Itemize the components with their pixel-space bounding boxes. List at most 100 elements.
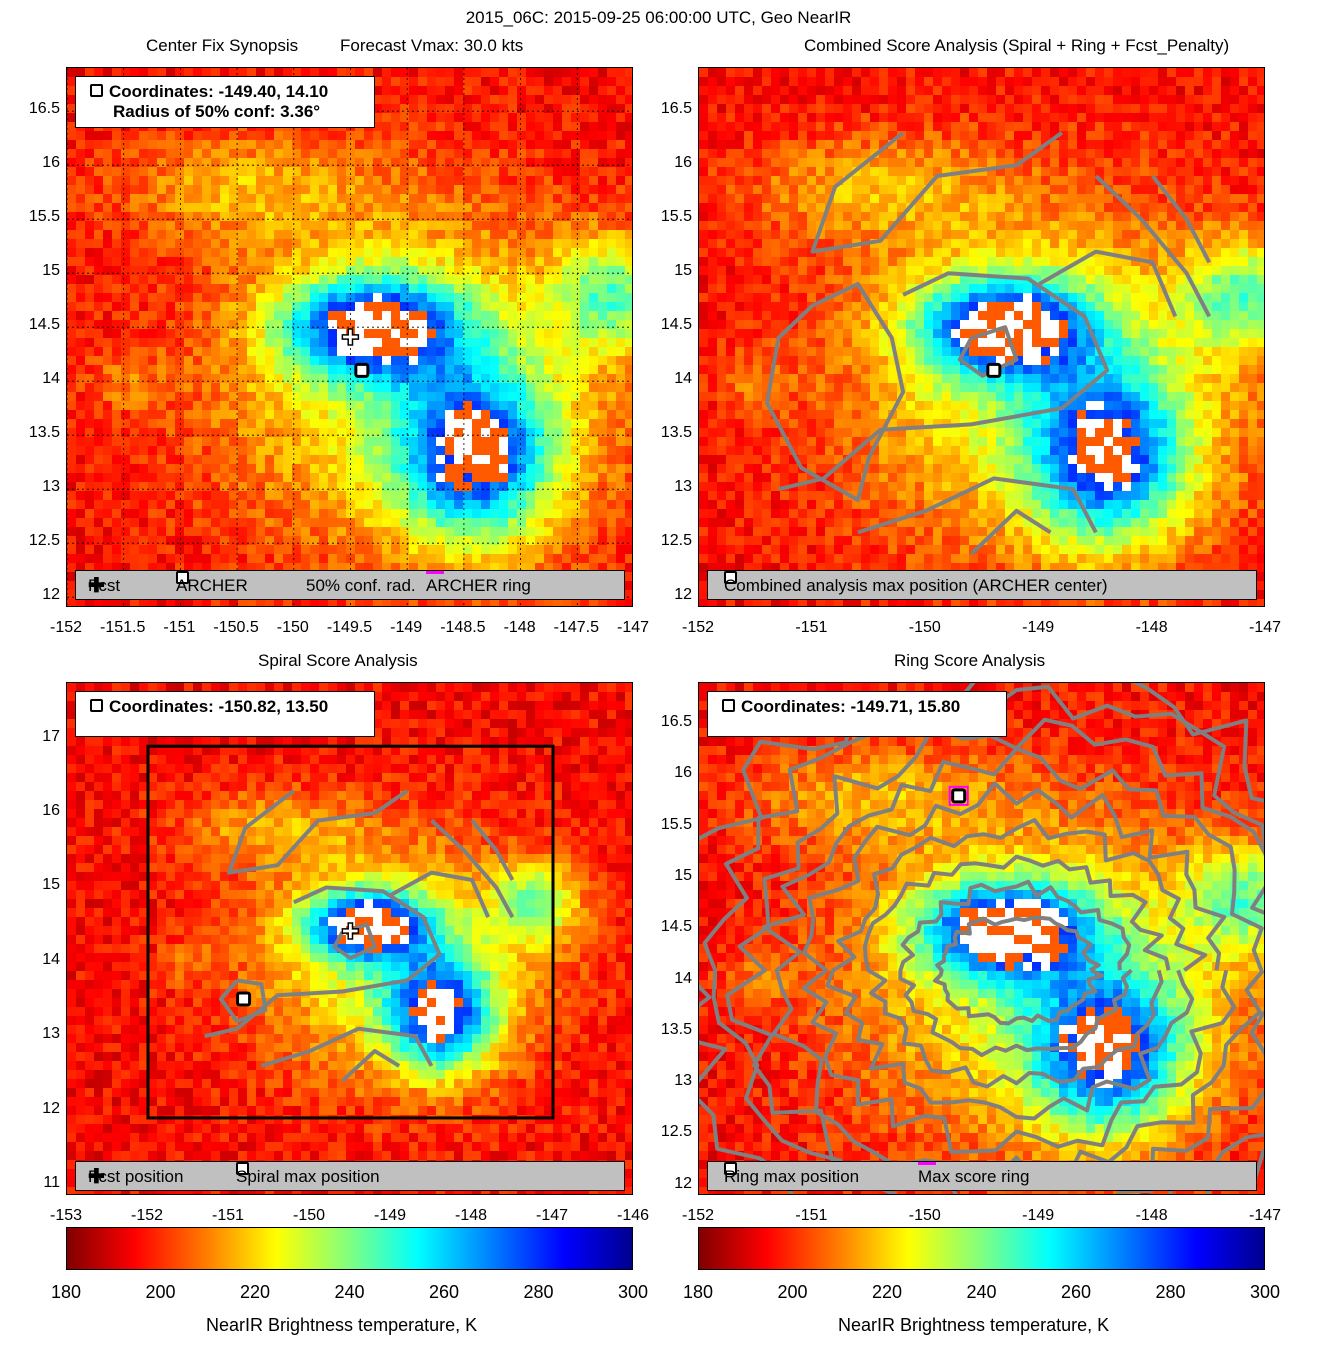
heatmap-cell xyxy=(409,320,419,330)
heatmap-cell xyxy=(490,563,500,573)
heatmap-cell xyxy=(445,518,455,528)
heatmap-cell xyxy=(391,518,401,528)
heatmap-cell xyxy=(987,221,997,231)
heatmap-cell xyxy=(960,203,970,213)
heatmap-cell xyxy=(427,140,437,150)
heatmap-cell xyxy=(121,149,131,159)
heatmap-cell xyxy=(220,545,230,555)
heatmap-cell xyxy=(490,239,500,249)
heatmap-cell xyxy=(238,545,248,555)
heatmap-cell xyxy=(121,221,131,231)
heatmap-cell xyxy=(825,95,835,105)
heatmap-cell xyxy=(310,374,320,384)
heatmap-cell xyxy=(762,194,772,204)
heatmap-cell xyxy=(1068,203,1078,213)
heatmap-cell xyxy=(112,158,122,168)
heatmap-cell xyxy=(139,266,149,276)
heatmap-cell xyxy=(517,167,527,177)
heatmap-cell xyxy=(85,482,95,492)
heatmap-cell xyxy=(481,383,491,393)
heatmap-cell xyxy=(870,104,880,114)
heatmap-cell xyxy=(211,131,221,141)
heatmap-cell xyxy=(499,527,509,537)
heatmap-cell xyxy=(960,212,970,222)
heatmap-cell xyxy=(454,446,464,456)
heatmap-cell xyxy=(202,509,212,519)
heatmap-cell xyxy=(337,437,347,447)
heatmap-cell xyxy=(607,509,617,519)
heatmap-cell xyxy=(454,338,464,348)
heatmap-cell xyxy=(76,446,86,456)
heatmap-cell xyxy=(969,158,979,168)
heatmap-cell xyxy=(726,113,736,123)
heatmap-cell xyxy=(879,86,889,96)
heatmap-cell xyxy=(1104,86,1114,96)
heatmap-cell xyxy=(157,185,167,195)
heatmap-cell xyxy=(996,68,1006,78)
heatmap-cell xyxy=(418,563,428,573)
heatmap-cell xyxy=(580,167,590,177)
heatmap-cell xyxy=(1212,68,1222,78)
heatmap-cell xyxy=(535,212,545,222)
heatmap-cell xyxy=(436,392,446,402)
heatmap-cell xyxy=(708,185,718,195)
heatmap-cell xyxy=(598,518,608,528)
heatmap-cell xyxy=(580,428,590,438)
heatmap-cell xyxy=(1257,68,1264,78)
heatmap-cell xyxy=(166,311,176,321)
heatmap-cell xyxy=(598,491,608,501)
heatmap-cell xyxy=(274,500,284,510)
heatmap-cell xyxy=(121,311,131,321)
heatmap-cell xyxy=(139,248,149,258)
heatmap-cell xyxy=(373,518,383,528)
heatmap-cell xyxy=(202,248,212,258)
heatmap-cell xyxy=(589,302,599,312)
heatmap-cell xyxy=(382,221,392,231)
heatmap-cell xyxy=(762,203,772,213)
heatmap-cell xyxy=(130,563,140,573)
heatmap-cell xyxy=(166,149,176,159)
heatmap-cell xyxy=(382,248,392,258)
heatmap-cell xyxy=(157,563,167,573)
heatmap-cell xyxy=(103,239,113,249)
heatmap-cell xyxy=(1194,221,1204,231)
heatmap-cell xyxy=(148,392,158,402)
heatmap-cell xyxy=(265,167,275,177)
heatmap-cell xyxy=(888,185,898,195)
heatmap-cell xyxy=(337,194,347,204)
heatmap-cell xyxy=(933,68,943,78)
heatmap-cell xyxy=(1212,113,1222,123)
heatmap-cell xyxy=(499,194,509,204)
heatmap-cell xyxy=(400,509,410,519)
heatmap-cell xyxy=(499,230,509,240)
heatmap-cell xyxy=(562,491,572,501)
heatmap-cell xyxy=(499,185,509,195)
heatmap-cell xyxy=(544,401,554,411)
heatmap-cell xyxy=(771,131,781,141)
heatmap-cell xyxy=(247,311,257,321)
heatmap-cell xyxy=(202,194,212,204)
heatmap-cell xyxy=(535,383,545,393)
heatmap-cell xyxy=(175,392,185,402)
heatmap-cell xyxy=(508,392,518,402)
heatmap-cell xyxy=(130,383,140,393)
heatmap-cell xyxy=(310,185,320,195)
heatmap-cell xyxy=(283,149,293,159)
heatmap-cell xyxy=(256,158,266,168)
heatmap-cell xyxy=(1194,104,1204,114)
heatmap-cell xyxy=(418,527,428,537)
heatmap-cell xyxy=(1014,167,1024,177)
heatmap-cell xyxy=(1041,194,1051,204)
heatmap-cell xyxy=(598,410,608,420)
heatmap-cell xyxy=(67,383,77,393)
heatmap-cell xyxy=(1158,122,1168,132)
heatmap-cell xyxy=(103,131,113,141)
heatmap-cell xyxy=(328,500,338,510)
heatmap-cell xyxy=(67,473,77,483)
heatmap-cell xyxy=(256,149,266,159)
heatmap-cell xyxy=(1005,194,1015,204)
heatmap-cell xyxy=(463,95,473,105)
heatmap-cell xyxy=(121,167,131,177)
heatmap-cell xyxy=(427,95,437,105)
heatmap-cell xyxy=(76,329,86,339)
